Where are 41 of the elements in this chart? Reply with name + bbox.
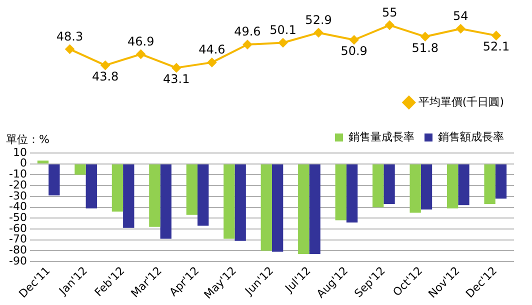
- y-tick-label: -60: [9, 222, 27, 235]
- legend-label: 平均單價(千日圓): [418, 95, 504, 108]
- point: [65, 44, 74, 54]
- data-label: 55: [382, 5, 398, 20]
- point: [492, 31, 501, 40]
- y-tick-label: -50: [9, 210, 27, 224]
- data-label: 48.3: [56, 29, 84, 44]
- data-label: 52.1: [482, 40, 510, 54]
- y-tick-label: -90: [9, 254, 27, 268]
- data-label: 50.1: [270, 22, 296, 37]
- point: [172, 63, 181, 72]
- y-tick-label: -10: [9, 168, 27, 181]
- data-label: 52.9: [305, 12, 332, 27]
- y-tick-label: -20: [9, 178, 27, 192]
- point: [456, 24, 466, 34]
- point: [420, 32, 430, 42]
- y-tick-label: -40: [9, 200, 27, 214]
- y-tick-label: -80: [9, 244, 27, 257]
- y-axis-title: 單位：%: [6, 132, 50, 147]
- data-label: 51.8: [412, 40, 439, 55]
- y-tick-label: -70: [9, 232, 27, 246]
- point: [100, 60, 110, 70]
- data-label: 46.9: [127, 34, 154, 48]
- data-label: 43.1: [163, 72, 190, 86]
- y-tick-label: -30: [9, 189, 27, 202]
- y-tick-label: 10: [12, 146, 27, 159]
- point: [242, 40, 252, 50]
- point: [314, 28, 324, 38]
- point: [385, 20, 394, 30]
- point: [207, 58, 216, 67]
- data-label: 50.9: [340, 44, 368, 58]
- y-tick-label: 0: [20, 156, 27, 170]
- data-label: 54: [453, 8, 468, 23]
- legend-label: 銷售額成長率: [438, 130, 504, 144]
- legend-label: 銷售量成長率: [348, 130, 414, 144]
- point: [350, 35, 359, 44]
- point: [136, 50, 146, 59]
- data-label: 49.6: [234, 24, 261, 39]
- data-label: 43.8: [92, 69, 119, 84]
- point: [278, 38, 288, 48]
- data-label: 44.6: [198, 42, 226, 57]
